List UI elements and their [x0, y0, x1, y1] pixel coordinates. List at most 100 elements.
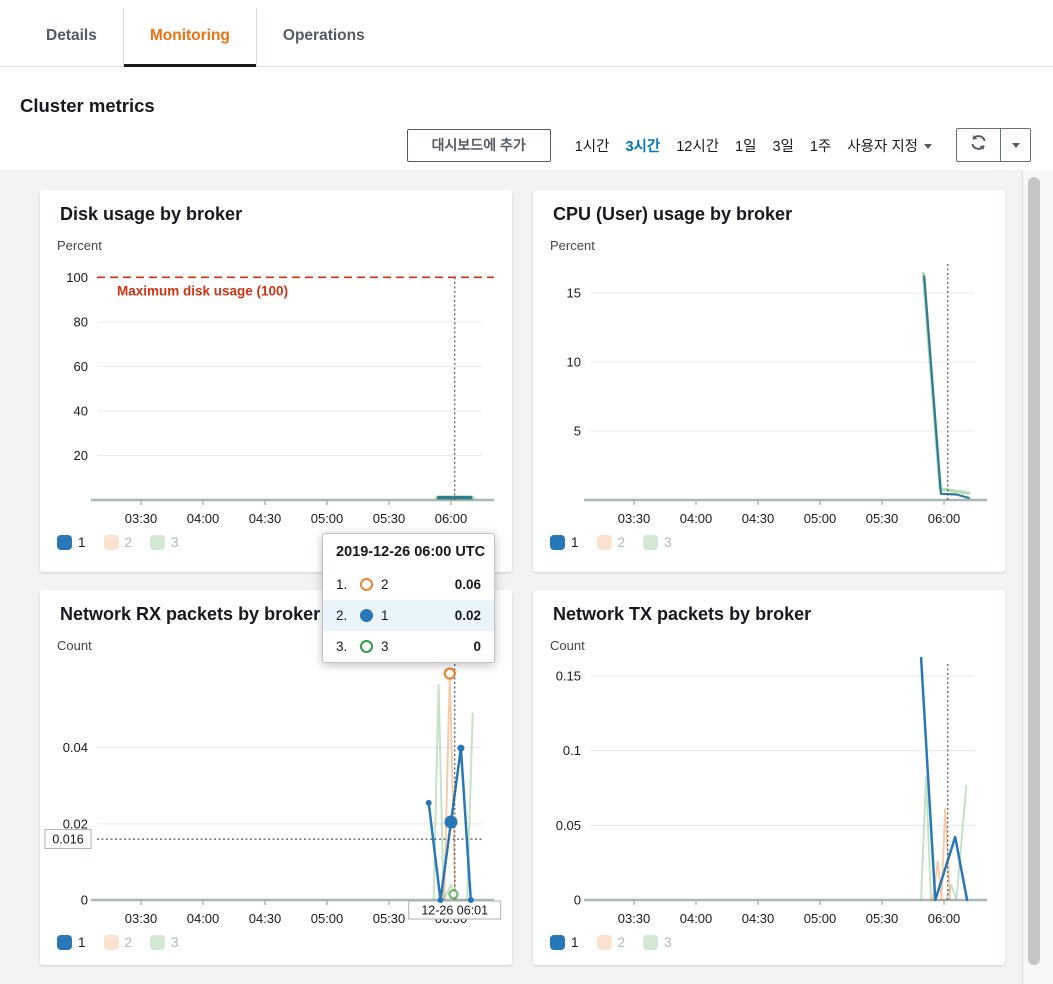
tab-operations[interactable]: Operations — [255, 8, 391, 67]
tooltip-rows: 1. 2 0.06 2. 1 0.02 3. 3 0 — [323, 569, 494, 662]
legend-swatch — [643, 935, 659, 950]
legend-item-1[interactable]: 1 — [57, 535, 86, 550]
svg-text:15: 15 — [567, 285, 581, 300]
svg-text:20: 20 — [74, 448, 88, 463]
metrics-toolbar: 대시보드에 추가 1시간 3시간 12시간 1일 3일 1주 사용자 지정 — [406, 128, 1031, 162]
svg-text:03:30: 03:30 — [125, 911, 158, 926]
legend-item-3[interactable]: 3 — [643, 935, 672, 950]
legend-swatch — [57, 535, 72, 550]
svg-text:03:30: 03:30 — [125, 511, 158, 526]
refresh-button[interactable] — [956, 128, 1001, 162]
tooltip-row: 3. 3 0 — [336, 639, 481, 654]
legend-item-1[interactable]: 1 — [550, 535, 579, 550]
svg-text:10: 10 — [567, 354, 581, 369]
legend-item-3[interactable]: 3 — [150, 935, 179, 950]
time-range-6[interactable]: 1주 — [809, 138, 832, 155]
svg-text:04:00: 04:00 — [680, 511, 713, 526]
legend-item-3[interactable]: 3 — [643, 535, 672, 550]
legend-label: 1 — [571, 535, 579, 550]
legend-swatch — [550, 935, 565, 950]
network-tx-chart-canvas[interactable]: 0.15 0.1 0.05 0 03:30 04:00 04:30 05:00 05:30 06:… — [533, 650, 1005, 932]
chart-title: Network TX packets by broker — [553, 604, 812, 624]
refresh-icon — [969, 133, 988, 157]
chart-card-network-tx: Network TX packets by broker Count 0.15 0… — [533, 590, 1005, 965]
svg-text:0.016: 0.016 — [52, 833, 83, 847]
legend-item-2[interactable]: 2 — [596, 935, 626, 950]
svg-text:04:30: 04:30 — [249, 511, 282, 526]
svg-text:05:00: 05:00 — [311, 511, 344, 526]
svg-text:04:00: 04:00 — [187, 511, 220, 526]
tab-monitoring[interactable]: Monitoring — [122, 8, 256, 67]
content-right-border — [1022, 170, 1023, 984]
scrollbar-thumb[interactable] — [1028, 177, 1040, 965]
legend-label: 3 — [664, 935, 672, 950]
filled-circle-marker-icon — [360, 609, 373, 622]
legend-swatch — [643, 535, 659, 550]
svg-text:06:00: 06:00 — [928, 911, 961, 926]
refresh-button-group — [956, 128, 1031, 162]
svg-text:06:00: 06:00 — [928, 511, 961, 526]
time-range-3[interactable]: 12시간 — [676, 138, 720, 155]
svg-text:100: 100 — [66, 270, 88, 285]
legend-item-1[interactable]: 1 — [57, 935, 86, 950]
y-axis-label: Percent — [57, 238, 102, 253]
tab-bar: Details Monitoring Operations — [20, 8, 391, 67]
chevron-down-icon — [1011, 142, 1020, 148]
network-rx-chart-canvas[interactable]: 0.040.02003:3004:0004:3005:0005:3006:000… — [40, 650, 512, 932]
legend-swatch — [103, 535, 119, 550]
legend-label: 2 — [124, 535, 133, 550]
y-axis-label: Count — [550, 638, 585, 653]
chart-title: Network RX packets by broker — [60, 604, 321, 624]
disk-usage-chart-canvas[interactable]: 100 80 60 40 20 03:30 04:00 04:30 05:00 05:30 06:0… — [40, 250, 512, 532]
svg-text:05:00: 05:00 — [804, 911, 837, 926]
legend-label: 3 — [664, 535, 672, 550]
y-axis-label: Percent — [550, 238, 595, 253]
svg-text:Maximum disk usage (100): Maximum disk usage (100) — [117, 283, 288, 298]
legend-swatch — [57, 935, 72, 950]
legend-label: 2 — [617, 935, 626, 950]
cpu-usage-chart-canvas[interactable]: 15 10 5 03:30 04:00 04:30 05:00 05:30 06:00 — [533, 250, 1005, 532]
svg-text:60: 60 — [74, 359, 88, 374]
legend-label: 1 — [571, 935, 579, 950]
open-circle-marker-icon — [360, 640, 373, 653]
svg-text:05:30: 05:30 — [373, 911, 406, 926]
svg-text:05:30: 05:30 — [866, 911, 899, 926]
legend-swatch — [596, 535, 612, 550]
legend-label: 2 — [124, 935, 133, 950]
tab-details[interactable]: Details — [46, 27, 97, 44]
svg-text:03:30: 03:30 — [618, 911, 651, 926]
svg-text:12-26 06:01: 12-26 06:01 — [421, 904, 488, 918]
svg-text:04:30: 04:30 — [742, 911, 775, 926]
chart-legend: 1 2 3 — [550, 535, 672, 550]
svg-text:04:00: 04:00 — [187, 911, 220, 926]
time-range-7[interactable]: 사용자 지정 — [847, 135, 932, 156]
open-circle-marker-icon — [360, 578, 373, 591]
legend-label: 2 — [617, 535, 626, 550]
legend-label: 1 — [78, 935, 86, 950]
time-range-2[interactable]: 3시간 — [625, 138, 661, 155]
legend-item-2[interactable]: 2 — [103, 535, 133, 550]
legend-item-2[interactable]: 2 — [596, 535, 626, 550]
y-axis-label: Count — [57, 638, 92, 653]
svg-text:04:30: 04:30 — [742, 511, 775, 526]
svg-text:0.04: 0.04 — [63, 740, 88, 755]
legend-swatch — [596, 935, 612, 950]
refresh-dropdown-button[interactable] — [1001, 128, 1031, 162]
legend-label: 3 — [171, 535, 179, 550]
legend-item-2[interactable]: 2 — [103, 935, 133, 950]
tab-bar-divider — [0, 66, 1053, 67]
svg-text:03:30: 03:30 — [618, 511, 651, 526]
add-to-dashboard-button[interactable]: 대시보드에 추가 — [406, 128, 551, 162]
legend-item-1[interactable]: 1 — [550, 935, 579, 950]
svg-text:0: 0 — [81, 893, 88, 908]
legend-item-3[interactable]: 3 — [150, 535, 179, 550]
svg-text:0: 0 — [574, 893, 581, 908]
time-range-1[interactable]: 1시간 — [574, 138, 610, 155]
chart-card-cpu-usage: CPU (User) usage by broker Percent 15 10 5… — [533, 190, 1005, 572]
time-range-4[interactable]: 1일 — [735, 138, 757, 155]
svg-text:04:30: 04:30 — [249, 911, 282, 926]
legend-swatch — [150, 935, 166, 950]
svg-text:05:30: 05:30 — [866, 511, 899, 526]
svg-text:0.1: 0.1 — [563, 743, 581, 758]
time-range-5[interactable]: 3일 — [772, 138, 794, 155]
